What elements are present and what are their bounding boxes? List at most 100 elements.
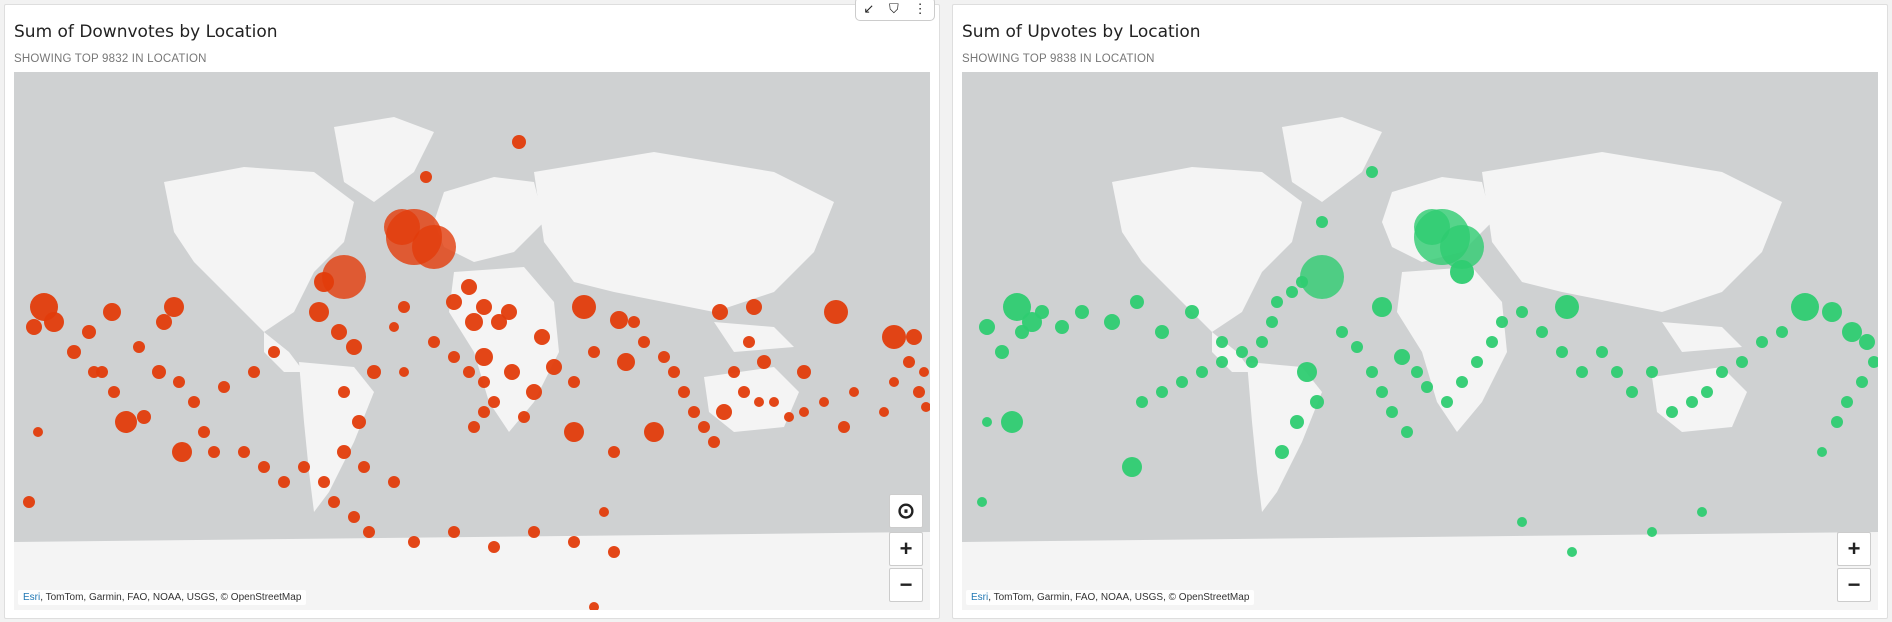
location-marker[interactable] <box>399 367 409 377</box>
location-marker[interactable] <box>1842 322 1862 342</box>
location-marker[interactable] <box>412 225 456 269</box>
location-marker[interactable] <box>608 546 620 558</box>
location-marker[interactable] <box>491 314 507 330</box>
location-marker[interactable] <box>468 421 480 433</box>
location-marker[interactable] <box>769 397 779 407</box>
location-marker[interactable] <box>1336 326 1348 338</box>
location-marker[interactable] <box>488 541 500 553</box>
zoom-out-button[interactable]: − <box>889 568 923 602</box>
upvotes-map[interactable]: + − Esri, TomTom, Garmin, FAO, NOAA, USG… <box>962 72 1878 610</box>
location-marker[interactable] <box>1236 346 1248 358</box>
location-marker[interactable] <box>1394 349 1410 365</box>
location-marker[interactable] <box>476 299 492 315</box>
location-marker[interactable] <box>1496 316 1508 328</box>
location-marker[interactable] <box>1297 362 1317 382</box>
location-marker[interactable] <box>1022 312 1042 332</box>
location-marker[interactable] <box>1001 411 1023 433</box>
location-marker[interactable] <box>838 421 850 433</box>
location-marker[interactable] <box>164 297 184 317</box>
location-marker[interactable] <box>1296 276 1308 288</box>
location-marker[interactable] <box>608 446 620 458</box>
location-marker[interactable] <box>33 427 43 437</box>
location-marker[interactable] <box>44 312 64 332</box>
location-marker[interactable] <box>461 279 477 295</box>
location-marker[interactable] <box>518 411 530 423</box>
location-marker[interactable] <box>1136 396 1148 408</box>
location-marker[interactable] <box>1736 356 1748 368</box>
location-marker[interactable] <box>1440 225 1484 269</box>
location-marker[interactable] <box>784 412 794 422</box>
location-marker[interactable] <box>628 316 640 328</box>
location-marker[interactable] <box>1716 366 1728 378</box>
location-marker[interactable] <box>906 329 922 345</box>
location-marker[interactable] <box>882 325 906 349</box>
location-marker[interactable] <box>1286 286 1298 298</box>
location-marker[interactable] <box>1075 305 1089 319</box>
location-marker[interactable] <box>977 497 987 507</box>
location-marker[interactable] <box>921 402 930 412</box>
location-marker[interactable] <box>1376 386 1388 398</box>
location-marker[interactable] <box>1567 547 1577 557</box>
location-marker[interactable] <box>1003 293 1031 321</box>
expand-icon[interactable]: ↙ <box>863 1 875 16</box>
location-marker[interactable] <box>819 397 829 407</box>
location-marker[interactable] <box>1666 406 1678 418</box>
location-marker[interactable] <box>103 303 121 321</box>
zoom-in-button[interactable]: + <box>1837 532 1871 566</box>
focus-button[interactable]: ⊙ <box>889 494 923 528</box>
location-marker[interactable] <box>1271 296 1283 308</box>
location-marker[interactable] <box>1646 366 1658 378</box>
location-marker[interactable] <box>1868 356 1878 368</box>
location-marker[interactable] <box>588 346 600 358</box>
location-marker[interactable] <box>712 304 728 320</box>
location-marker[interactable] <box>26 319 42 335</box>
location-marker[interactable] <box>546 359 562 375</box>
location-marker[interactable] <box>1414 209 1450 245</box>
location-marker[interactable] <box>208 446 220 458</box>
location-marker[interactable] <box>1555 295 1579 319</box>
location-marker[interactable] <box>328 496 340 508</box>
location-marker[interactable] <box>1756 336 1768 348</box>
location-marker[interactable] <box>1290 415 1304 429</box>
location-marker[interactable] <box>979 319 995 335</box>
location-marker[interactable] <box>678 386 690 398</box>
location-marker[interactable] <box>463 366 475 378</box>
esri-link[interactable]: Esri <box>23 592 41 603</box>
location-marker[interactable] <box>1556 346 1568 358</box>
location-marker[interactable] <box>1275 445 1289 459</box>
location-marker[interactable] <box>384 209 420 245</box>
location-marker[interactable] <box>1626 386 1638 398</box>
location-marker[interactable] <box>1366 366 1378 378</box>
location-marker[interactable] <box>337 445 351 459</box>
location-marker[interactable] <box>754 397 764 407</box>
location-marker[interactable] <box>1411 366 1423 378</box>
location-marker[interactable] <box>488 396 500 408</box>
location-marker[interactable] <box>1776 326 1788 338</box>
location-marker[interactable] <box>568 536 580 548</box>
location-marker[interactable] <box>1310 395 1324 409</box>
location-marker[interactable] <box>1536 326 1548 338</box>
location-marker[interactable] <box>797 365 811 379</box>
location-marker[interactable] <box>1822 302 1842 322</box>
location-marker[interactable] <box>388 476 400 488</box>
location-marker[interactable] <box>152 365 166 379</box>
location-marker[interactable] <box>1856 376 1868 388</box>
location-marker[interactable] <box>528 526 540 538</box>
location-marker[interactable] <box>610 311 628 329</box>
location-marker[interactable] <box>644 422 664 442</box>
location-marker[interactable] <box>564 422 584 442</box>
location-marker[interactable] <box>428 336 440 348</box>
location-marker[interactable] <box>133 341 145 353</box>
map-canvas[interactable] <box>962 72 1878 610</box>
location-marker[interactable] <box>1817 447 1827 457</box>
location-marker[interactable] <box>314 272 334 292</box>
location-marker[interactable] <box>568 376 580 388</box>
location-marker[interactable] <box>358 461 370 473</box>
location-marker[interactable] <box>501 304 517 320</box>
location-marker[interactable] <box>913 386 925 398</box>
location-marker[interactable] <box>1611 366 1623 378</box>
location-marker[interactable] <box>688 406 700 418</box>
location-marker[interactable] <box>352 415 366 429</box>
location-marker[interactable] <box>238 446 250 458</box>
location-marker[interactable] <box>1831 416 1843 428</box>
